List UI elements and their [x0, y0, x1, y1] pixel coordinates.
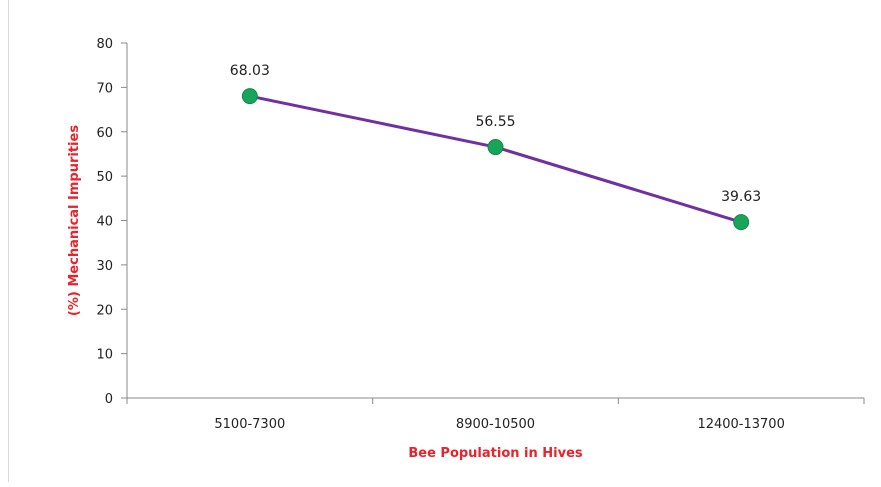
y-axis-title: (%) Mechanical Impurities	[67, 125, 82, 316]
data-label: 68.03	[230, 63, 270, 79]
data-point	[241, 88, 258, 105]
chart-axes	[121, 42, 865, 404]
y-tick-label: 50	[96, 170, 113, 185]
x-axis-title: Bee Population in Hives	[408, 446, 583, 461]
x-tick-label: 5100-7300	[214, 417, 285, 432]
x-tick-label: 8900-10500	[456, 417, 535, 432]
data-labels: 68.03 56.55 39.63	[230, 63, 761, 205]
data-point	[733, 214, 750, 231]
y-tick-labels: 0 10 20 30 40 50 60 70 80	[96, 37, 113, 407]
data-label: 39.63	[721, 189, 761, 205]
x-tick-label: 12400-13700	[697, 417, 784, 432]
y-tick-label: 30	[96, 259, 113, 274]
data-series	[241, 88, 750, 231]
frame-border	[8, 0, 9, 482]
y-tick-label: 40	[96, 215, 113, 230]
y-tick-label: 80	[96, 37, 113, 52]
data-point	[487, 139, 504, 156]
y-tick-label: 0	[105, 392, 113, 407]
y-tick-label: 10	[96, 348, 113, 363]
data-label: 56.55	[475, 114, 515, 130]
y-tick-label: 20	[96, 303, 113, 318]
y-tick-label: 60	[96, 126, 113, 141]
y-tick-label: 70	[96, 81, 113, 96]
x-tick-labels: 5100-7300 8900-10500 12400-13700	[214, 417, 784, 432]
